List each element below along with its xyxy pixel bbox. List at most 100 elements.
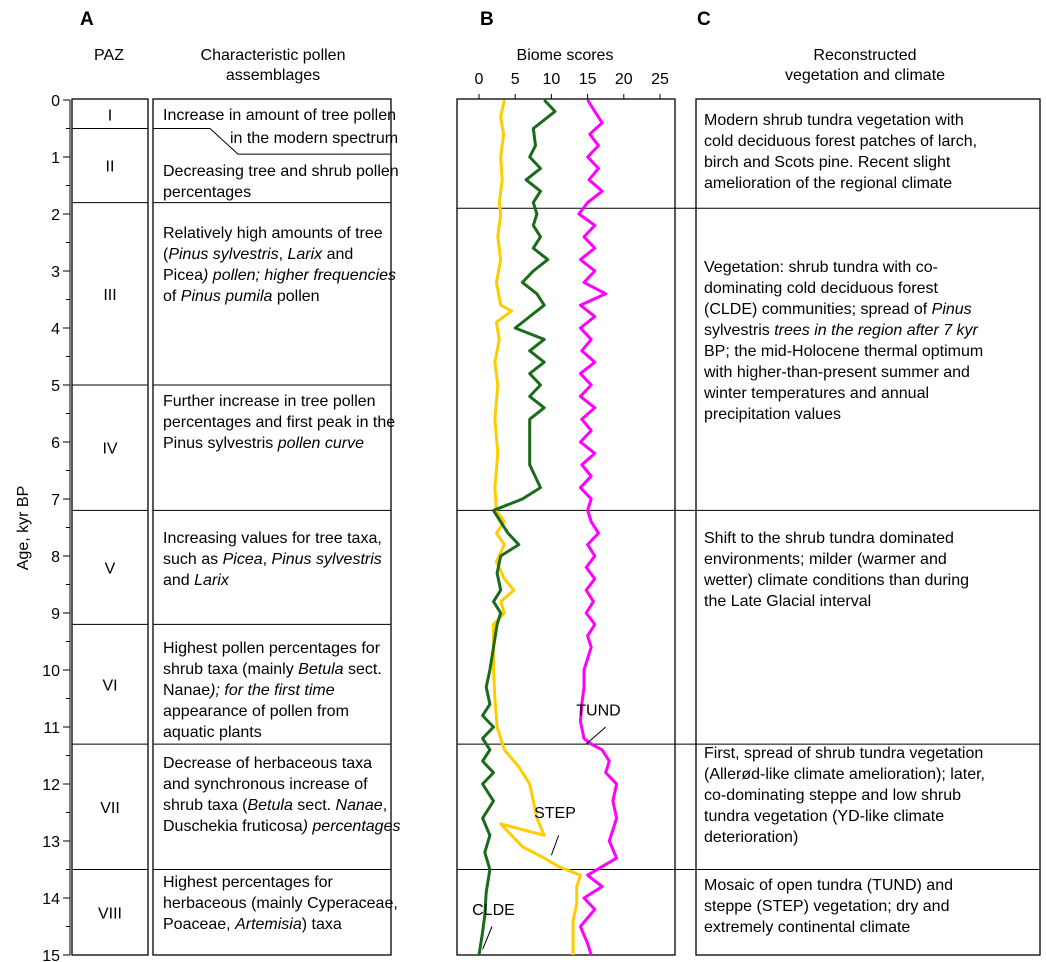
reconstruction-text: co-dominating steppe and low shrub <box>704 787 961 804</box>
x-tick-label: 0 <box>475 71 484 88</box>
age-tick-label: 11 <box>43 720 60 737</box>
age-tick-label: 1 <box>51 150 60 167</box>
reconstruction-text: environments; milder (warmer and <box>704 551 947 568</box>
assemblage-text: Duschekia fruticosa) percentages <box>163 818 400 835</box>
reconstruction-text: deterioration) <box>704 829 798 846</box>
reconstruction-text: tundra vegetation (YD-like climate <box>704 808 944 825</box>
reconstruction-text: with higher-than-present summer and <box>703 364 970 381</box>
assemblage-text: aquatic plants <box>163 724 262 741</box>
assemblage-text: percentages <box>163 184 251 201</box>
reconstruction-text: birch and Scots pine. Recent slight <box>704 154 951 171</box>
reconstruction-text: cold deciduous forest patches of larch, <box>704 133 977 150</box>
reconstruction-text: steppe (STEP) vegetation; dry and <box>704 898 949 915</box>
assemblage-text: Decreasing tree and shrub pollen <box>163 163 399 180</box>
age-axis-label: Age, kyr BP <box>15 486 32 570</box>
paz-zone-label: III <box>103 287 116 304</box>
reconstructed-header-line1: Reconstructed <box>813 47 916 64</box>
reconstruction-text: dominating cold deciduous forest <box>704 280 938 297</box>
annotation-clde: CLDE <box>472 902 515 919</box>
annotation-layer: TUND STEP CLDE <box>472 703 621 950</box>
reconstruction-text: wetter) climate conditions than during <box>703 572 969 589</box>
paz-header: PAZ <box>94 47 124 64</box>
assemblage-text: appearance of pollen from <box>163 703 349 720</box>
reconstruction-text: precipitation values <box>704 406 841 423</box>
assemblage-text: Decrease of herbaceous taxa <box>163 755 372 772</box>
assemblage-text: of Pinus pumila pollen <box>163 288 320 305</box>
reconstruction-text: sylvestris trees in the region after 7 k… <box>704 322 979 339</box>
assemblages-header-line1: Characteristic pollen <box>201 47 346 64</box>
paz-zone-label: II <box>106 159 115 176</box>
paz-zone-label: VIII <box>98 905 122 922</box>
x-tick-label: 25 <box>651 71 669 88</box>
age-tick-label: 9 <box>51 606 60 623</box>
zone-I-II-boundary-connector <box>153 128 391 155</box>
series-line-clde <box>477 98 557 956</box>
age-tick-label: 4 <box>51 321 60 338</box>
assemblage-text: Relatively high amounts of tree <box>163 225 383 242</box>
annotation-leader <box>482 926 493 950</box>
assemblage-text: such as Picea, Pinus sylvestris <box>163 551 382 568</box>
age-tick-label: 12 <box>42 777 60 794</box>
series-line-step <box>492 99 582 955</box>
age-tick-label: 6 <box>51 435 60 452</box>
annotation-leader <box>585 726 607 745</box>
assemblage-text: Nanae); for the first time <box>163 682 335 699</box>
reconstruction-text: Mosaic of open tundra (TUND) and <box>704 877 953 894</box>
paz-zone-label: VII <box>100 800 120 817</box>
paz-zone-label: I <box>108 107 112 124</box>
reconstruction-text: (CLDE) communities; spread of Pinus <box>704 301 972 318</box>
assemblage-text: Highest pollen percentages for <box>163 640 381 657</box>
reconstruction-text: BP; the mid-Holocene thermal optimum <box>704 343 983 360</box>
reconstruction-text: Vegetation: shrub tundra with co- <box>704 259 938 276</box>
assemblage-text: Pinus sylvestris pollen curve <box>163 435 364 452</box>
assemblage-text: Further increase in tree pollen <box>163 393 376 410</box>
assemblage-text: percentages and first peak in the <box>163 414 395 431</box>
reconstruction-text: (Allerød-like climate amelioration); lat… <box>704 766 985 783</box>
assemblage-text: shrub taxa (Betula sect. Nanae, <box>163 797 387 814</box>
assemblage-text: in the modern spectrum <box>230 130 398 147</box>
reconstruction-layer: Modern shrub tundra vegetation with cold … <box>457 112 1040 936</box>
assemblage-text: Picea) pollen; higher frequencies <box>163 267 396 284</box>
assemblage-layer: Increase in amount of tree pollen in the … <box>163 107 400 933</box>
assemblage-text: and synchronous increase of <box>163 776 368 793</box>
x-tick-label: 15 <box>579 71 597 88</box>
assemblage-text: Highest percentages for <box>163 874 334 891</box>
reconstruction-text: Shift to the shrub tundra dominated <box>704 530 954 547</box>
series-line-tund <box>577 99 619 956</box>
paz-zone-label: V <box>105 560 116 577</box>
reconstruction-text: the Late Glacial interval <box>704 593 871 610</box>
panel-c-letter: C <box>697 9 711 30</box>
age-tick-label: 2 <box>51 207 60 224</box>
assemblage-text: Increase in amount of tree pollen <box>163 107 396 124</box>
age-tick-label: 8 <box>51 549 60 566</box>
x-tick-label: 10 <box>543 71 561 88</box>
reconstruction-text: extremely continental climate <box>704 919 910 936</box>
reconstruction-text: amelioration of the regional climate <box>704 175 952 192</box>
assemblage-text: shrub taxa (mainly Betula sect. <box>163 661 382 678</box>
annotation-tund: TUND <box>576 703 620 720</box>
assemblage-text: Increasing values for tree taxa, <box>163 530 382 547</box>
paz-zone-label: VI <box>102 677 117 694</box>
age-tick-label: 15 <box>42 948 60 962</box>
biome-chart: 0 5 10 15 20 25 TUND STEP CLDE <box>472 71 669 956</box>
assemblage-text: herbaceous (mainly Cyperaceae, <box>163 895 398 912</box>
assemblages-column-box <box>152 98 392 956</box>
reconstruction-text: winter temperatures and annual <box>703 385 929 402</box>
paz-zone-label: IV <box>102 441 117 458</box>
x-tick-label: 5 <box>511 71 520 88</box>
reconstruction-text: Modern shrub tundra vegetation with <box>704 112 964 129</box>
x-axis-ticks: 0 5 10 15 20 25 <box>475 71 669 99</box>
annotation-step: STEP <box>534 805 576 822</box>
age-tick-label: 13 <box>42 834 60 851</box>
assemblage-text: Poaceae, Artemisia) taxa <box>163 916 342 933</box>
age-tick-label: 5 <box>51 378 60 395</box>
reconstruction-text: First, spread of shrub tundra vegetation <box>704 745 983 762</box>
age-tick-label: 7 <box>51 492 60 509</box>
assemblage-text: and Larix <box>163 572 230 589</box>
reconstruction-column-box <box>695 98 1041 956</box>
annotation-leader <box>550 835 560 856</box>
reconstructed-header-line2: vegetation and climate <box>785 67 945 84</box>
